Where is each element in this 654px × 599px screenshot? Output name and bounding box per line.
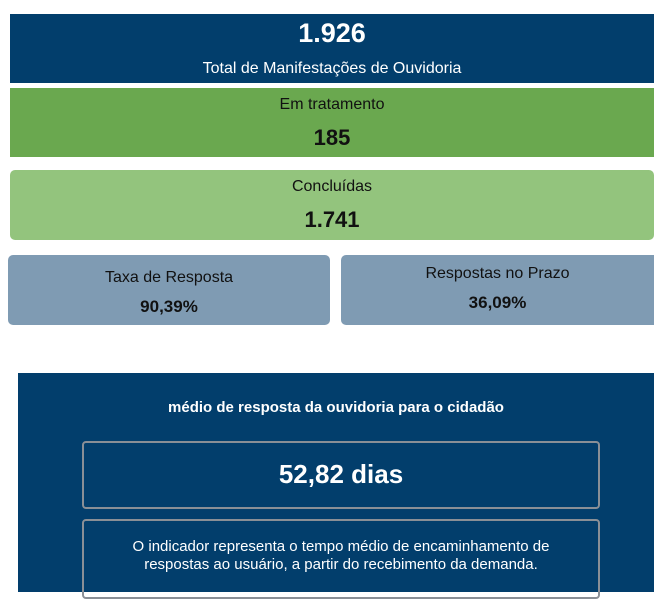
respostas-prazo-label: Respostas no Prazo xyxy=(425,265,570,282)
taxa-resposta-card: Taxa de Resposta 90,39% xyxy=(8,255,330,325)
concluidas-value: 1.741 xyxy=(304,207,360,232)
concluidas-card: Concluídas 1.741 xyxy=(10,170,654,240)
respostas-prazo-card: Respostas no Prazo 36,09% xyxy=(341,255,654,325)
description-line: respostas ao usuário, a partir do recebi… xyxy=(144,556,538,573)
tempo-medio-description-box: O indicador representa o tempo médio de … xyxy=(82,519,600,599)
description-line: O indicador representa o tempo médio de … xyxy=(132,538,550,555)
respostas-prazo-value: 36,09% xyxy=(468,293,527,312)
tempo-medio-panel: médio de resposta da ouvidoria para o ci… xyxy=(18,373,654,599)
total-value: 1.926 xyxy=(298,18,366,48)
total-label: Total de Manifestações de Ouvidoria xyxy=(202,60,462,77)
em-tratamento-label: Em tratamento xyxy=(279,96,385,113)
em-tratamento-card: Em tratamento 185 xyxy=(10,88,654,157)
total-card: 1.926 Total de Manifestações de Ouvidori… xyxy=(10,14,654,83)
concluidas-label: Concluídas xyxy=(291,178,373,195)
tempo-medio-title: médio de resposta da ouvidoria para o ci… xyxy=(168,399,504,416)
taxa-resposta-value: 90,39% xyxy=(140,297,198,316)
tempo-medio-value: 52,82 dias xyxy=(278,459,404,489)
taxa-resposta-label: Taxa de Resposta xyxy=(104,269,234,286)
tempo-medio-value-box: 52,82 dias xyxy=(82,441,600,509)
em-tratamento-value: 185 xyxy=(313,125,351,150)
